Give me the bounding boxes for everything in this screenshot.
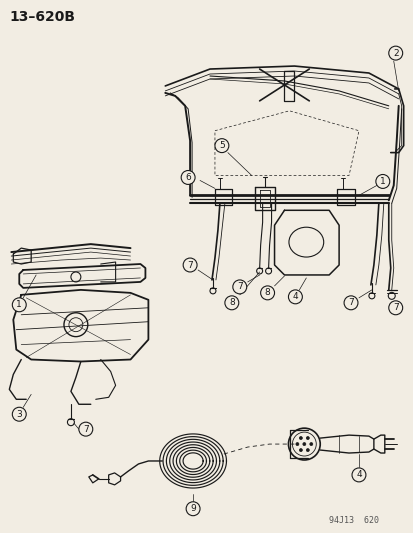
Text: 1: 1 [17,300,22,309]
Circle shape [181,171,195,184]
Circle shape [375,174,389,188]
Text: 7: 7 [392,303,398,312]
Circle shape [309,442,312,446]
Circle shape [388,301,402,315]
Circle shape [299,449,301,451]
Text: 8: 8 [264,288,270,297]
Circle shape [288,290,301,304]
Text: 8: 8 [228,298,234,308]
Circle shape [351,468,365,482]
Text: 4: 4 [355,471,361,479]
Text: 1: 1 [379,177,385,186]
Circle shape [306,437,309,440]
Text: 6: 6 [185,173,190,182]
Circle shape [12,298,26,312]
Text: 9: 9 [190,504,195,513]
Text: 13–620B: 13–620B [9,10,75,25]
Circle shape [214,139,228,152]
Text: 7: 7 [83,425,88,434]
Circle shape [232,280,246,294]
Circle shape [343,296,357,310]
Circle shape [260,286,274,300]
Text: 3: 3 [17,410,22,419]
Text: 4: 4 [292,292,297,301]
Circle shape [224,296,238,310]
Circle shape [12,407,26,421]
Circle shape [388,46,402,60]
Text: 94J13  620: 94J13 620 [328,515,378,524]
Circle shape [299,437,301,440]
Text: 7: 7 [236,282,242,292]
Text: 2: 2 [392,49,398,58]
Circle shape [306,449,309,451]
Circle shape [186,502,199,516]
Circle shape [295,442,298,446]
Text: 7: 7 [347,298,353,308]
Text: 7: 7 [187,261,192,270]
Circle shape [183,258,197,272]
Circle shape [302,442,305,446]
Text: 5: 5 [218,141,224,150]
Circle shape [78,422,93,436]
